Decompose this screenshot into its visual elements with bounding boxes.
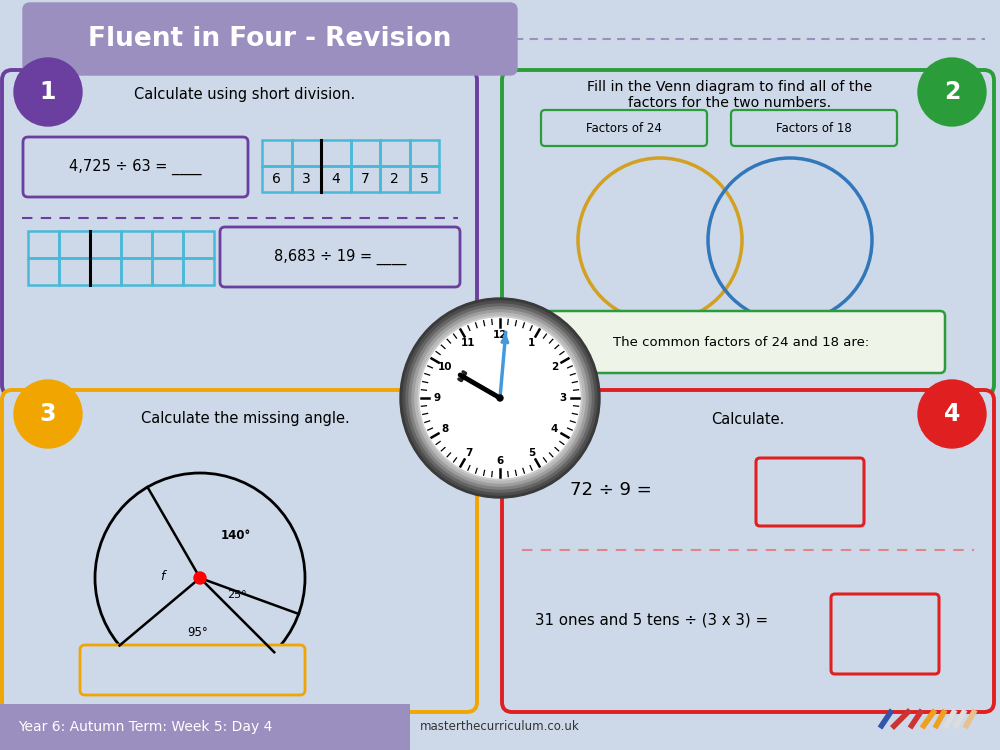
Text: Year 6: Autumn Term: Week 5: Day 4: Year 6: Autumn Term: Week 5: Day 4 <box>18 720 272 734</box>
Bar <box>410 166 439 192</box>
Text: 2: 2 <box>390 172 399 186</box>
Circle shape <box>418 316 582 480</box>
FancyBboxPatch shape <box>731 110 897 146</box>
FancyBboxPatch shape <box>220 227 460 287</box>
Bar <box>90 258 121 285</box>
Text: 25°: 25° <box>227 590 247 600</box>
Text: 8,683 ÷ 19 = ____: 8,683 ÷ 19 = ____ <box>274 249 406 265</box>
Bar <box>262 166 292 192</box>
Bar <box>380 140 410 166</box>
Bar <box>183 258 214 285</box>
Text: 10: 10 <box>438 362 453 371</box>
Text: 95°: 95° <box>188 626 208 640</box>
Bar <box>351 166 380 192</box>
Bar <box>321 166 351 192</box>
Circle shape <box>918 380 986 448</box>
Text: 140°: 140° <box>220 530 250 542</box>
Text: 5: 5 <box>528 448 535 458</box>
Text: Factors of 18: Factors of 18 <box>776 122 852 134</box>
Text: masterthecurriculum.co.uk: masterthecurriculum.co.uk <box>420 721 580 734</box>
Bar <box>152 231 183 258</box>
Text: factors for the two numbers.: factors for the two numbers. <box>628 96 832 110</box>
Text: 12: 12 <box>493 330 507 340</box>
Bar <box>292 140 321 166</box>
Circle shape <box>420 318 580 478</box>
Circle shape <box>400 298 600 498</box>
FancyBboxPatch shape <box>2 70 477 395</box>
Bar <box>59 258 90 285</box>
Bar <box>28 231 59 258</box>
Text: 7: 7 <box>361 172 370 186</box>
Circle shape <box>406 304 594 492</box>
Circle shape <box>412 310 588 486</box>
Text: 4: 4 <box>331 172 340 186</box>
FancyBboxPatch shape <box>80 645 305 695</box>
Bar <box>28 258 59 285</box>
FancyBboxPatch shape <box>541 110 707 146</box>
Text: 72 ÷ 9 =: 72 ÷ 9 = <box>570 481 658 499</box>
FancyBboxPatch shape <box>23 137 248 197</box>
Bar <box>321 140 351 166</box>
Bar <box>59 231 90 258</box>
Text: 1: 1 <box>40 80 56 104</box>
Text: 4: 4 <box>944 402 960 426</box>
FancyBboxPatch shape <box>831 594 939 674</box>
Text: Fluent in Four - Revision: Fluent in Four - Revision <box>88 26 452 52</box>
Text: 5: 5 <box>420 172 429 186</box>
Circle shape <box>497 395 503 401</box>
Text: 4,725 ÷ 63 = ____: 4,725 ÷ 63 = ____ <box>69 159 201 175</box>
Circle shape <box>194 572 206 584</box>
FancyBboxPatch shape <box>2 390 477 712</box>
FancyBboxPatch shape <box>502 70 994 395</box>
Text: 3: 3 <box>40 402 56 426</box>
Circle shape <box>403 301 597 495</box>
Circle shape <box>409 307 591 489</box>
Bar <box>292 166 321 192</box>
Bar <box>90 231 121 258</box>
Text: 3: 3 <box>559 393 567 403</box>
Bar <box>410 140 439 166</box>
Text: Calculate.: Calculate. <box>711 412 785 427</box>
Bar <box>152 258 183 285</box>
Bar <box>0 704 410 750</box>
Text: 11: 11 <box>461 338 476 349</box>
Bar <box>121 258 152 285</box>
Text: Factors of 24: Factors of 24 <box>586 122 662 134</box>
Text: 1: 1 <box>528 338 535 349</box>
Text: 31 ones and 5 tens ÷ (3 x 3) =: 31 ones and 5 tens ÷ (3 x 3) = <box>535 613 773 628</box>
Bar <box>121 231 152 258</box>
Text: 2: 2 <box>551 362 558 371</box>
Text: 7: 7 <box>465 448 472 458</box>
Text: Calculate using short division.: Calculate using short division. <box>134 88 356 103</box>
Text: 9: 9 <box>433 393 441 403</box>
Text: 3: 3 <box>302 172 311 186</box>
FancyBboxPatch shape <box>23 3 517 75</box>
Text: Calculate the missing angle.: Calculate the missing angle. <box>141 412 349 427</box>
Bar <box>351 140 380 166</box>
Text: 6: 6 <box>496 456 504 466</box>
Circle shape <box>415 313 585 483</box>
Text: Fill in the Venn diagram to find all of the: Fill in the Venn diagram to find all of … <box>587 80 873 94</box>
Bar <box>262 140 292 166</box>
Text: 8: 8 <box>442 424 449 434</box>
Circle shape <box>14 380 82 448</box>
Text: f: f <box>160 570 165 583</box>
FancyBboxPatch shape <box>537 311 945 373</box>
Text: 4: 4 <box>551 424 558 434</box>
Text: 2: 2 <box>944 80 960 104</box>
Bar <box>380 166 410 192</box>
FancyBboxPatch shape <box>502 390 994 712</box>
FancyBboxPatch shape <box>756 458 864 526</box>
Text: 6: 6 <box>272 172 281 186</box>
Circle shape <box>14 58 82 126</box>
Circle shape <box>918 58 986 126</box>
Bar <box>183 231 214 258</box>
Text: The common factors of 24 and 18 are:: The common factors of 24 and 18 are: <box>613 335 869 349</box>
